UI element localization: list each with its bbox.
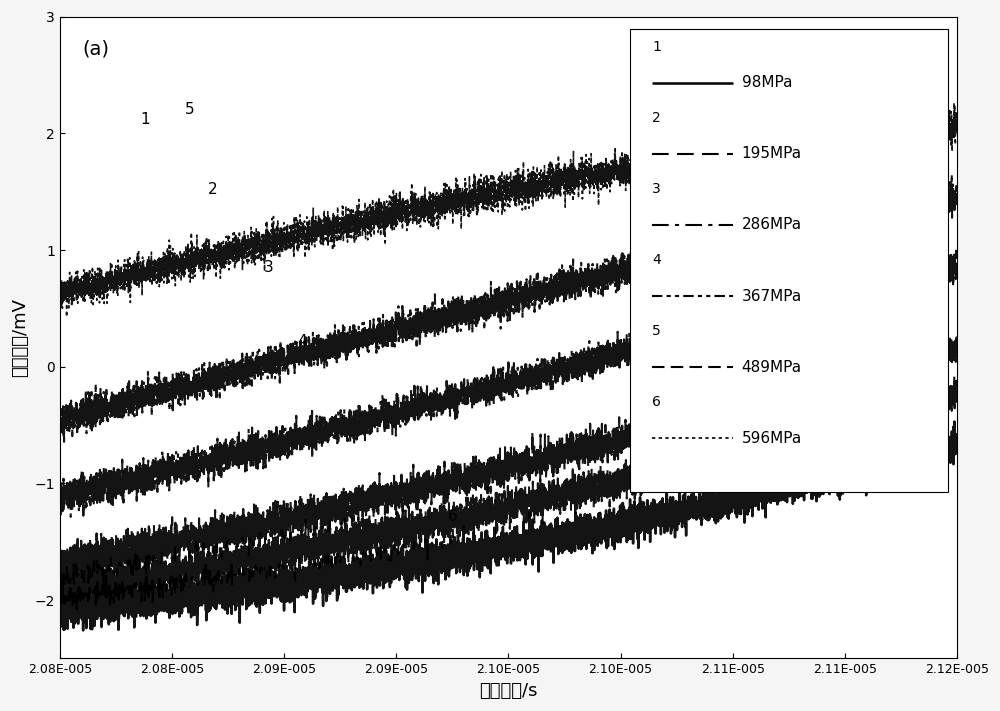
Text: 367MPa: 367MPa xyxy=(742,289,802,304)
Text: 2: 2 xyxy=(652,111,661,125)
Text: 1: 1 xyxy=(652,40,661,54)
Bar xyxy=(630,29,948,491)
Text: 195MPa: 195MPa xyxy=(742,146,802,161)
Text: 3: 3 xyxy=(264,260,273,275)
Text: 98MPa: 98MPa xyxy=(742,75,792,90)
Text: 5: 5 xyxy=(185,102,195,117)
Text: 6: 6 xyxy=(448,508,457,523)
Text: 286MPa: 286MPa xyxy=(742,218,802,232)
Text: 1: 1 xyxy=(140,112,150,127)
X-axis label: 传播时间/s: 传播时间/s xyxy=(479,682,538,700)
Text: 3: 3 xyxy=(652,182,661,196)
Text: 5: 5 xyxy=(652,324,661,338)
Text: (a): (a) xyxy=(82,39,109,58)
Text: 2: 2 xyxy=(208,182,217,197)
Text: 596MPa: 596MPa xyxy=(742,431,802,446)
Y-axis label: 信号幅値/mV: 信号幅値/mV xyxy=(11,298,29,377)
Text: 4: 4 xyxy=(297,333,307,348)
Text: 489MPa: 489MPa xyxy=(742,360,802,375)
Text: 4: 4 xyxy=(652,253,661,267)
Text: 6: 6 xyxy=(652,395,661,410)
